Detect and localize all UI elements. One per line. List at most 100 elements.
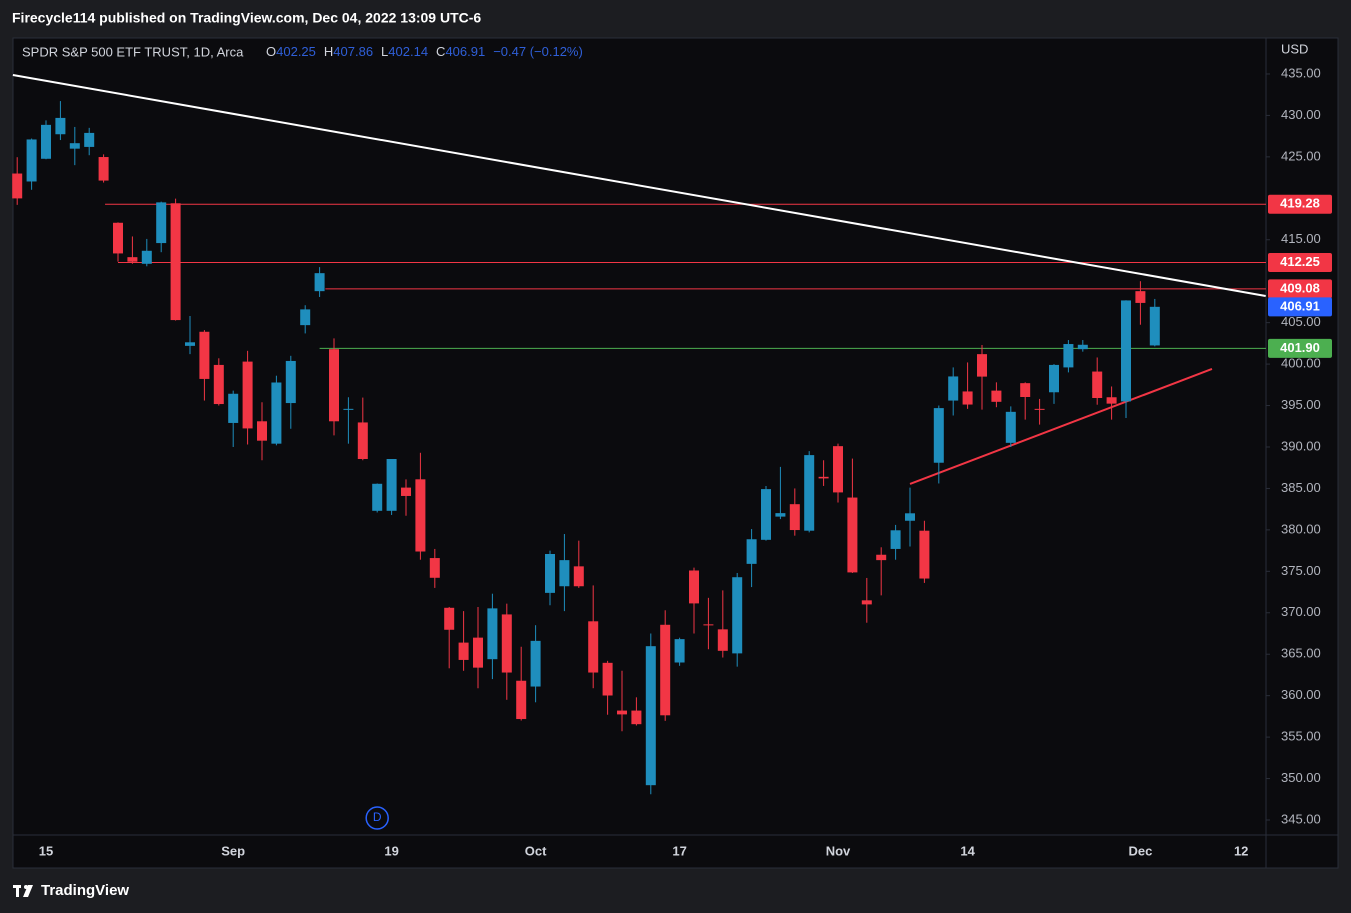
candle-body: [1005, 411, 1016, 443]
candle-body: [127, 257, 138, 262]
y-tick-label: 435.00: [1281, 65, 1321, 80]
legend-key: O: [266, 44, 276, 59]
candle-body: [746, 539, 757, 564]
x-tick-label: 14: [960, 843, 975, 858]
legend-value: 402.14: [388, 44, 428, 59]
candle-body: [933, 408, 944, 463]
candle-body: [1092, 371, 1103, 398]
last-price-label-text: 406.91: [1280, 298, 1320, 313]
trend-line: [909, 368, 1213, 485]
candle-body: [285, 360, 296, 404]
candle-body: [213, 364, 224, 405]
y-tick-label: 415.00: [1281, 231, 1321, 246]
x-tick-label: Sep: [221, 843, 245, 858]
legend-key: H: [324, 44, 333, 59]
candle-body: [242, 361, 253, 429]
price-label: [1268, 194, 1332, 214]
candle-body: [573, 566, 584, 587]
candle-body: [170, 203, 181, 321]
y-tick-label: 365.00: [1281, 646, 1321, 661]
candle-body: [890, 530, 901, 549]
price-label: [1268, 279, 1332, 299]
logo-shape: [23, 885, 33, 897]
price-label-text: 401.90: [1280, 340, 1320, 355]
y-tick-label: 430.00: [1281, 107, 1321, 122]
candle-body: [12, 173, 23, 199]
trend-line: [12, 73, 1266, 297]
candle-body: [775, 513, 786, 517]
candle-body: [429, 558, 440, 578]
logo-shape: [16, 885, 19, 897]
price-label-text: 409.08: [1280, 280, 1320, 295]
dividend-marker: [365, 806, 389, 830]
price-label-text: 419.28: [1280, 196, 1320, 211]
candle-body: [991, 390, 1002, 402]
candle-body: [26, 139, 37, 182]
candle-body: [818, 476, 829, 479]
candle-body: [372, 483, 383, 511]
candle-body: [300, 309, 311, 326]
candle-body: [761, 489, 771, 540]
candle-body: [703, 624, 714, 626]
y-tick-label: 370.00: [1281, 604, 1321, 619]
brand: TradingView: [41, 882, 129, 899]
candle-body: [559, 560, 570, 587]
candle-body: [717, 629, 728, 651]
candle-body: [415, 479, 426, 552]
legend-key: C: [436, 44, 445, 59]
legend-value: 407.86: [333, 44, 373, 59]
ohlc-legend: O402.25 H407.86 L402.14 C406.91 −0.47 (−0.12…: [266, 44, 583, 59]
candle-body: [1135, 291, 1146, 303]
candle-body: [41, 124, 51, 159]
price-label: [1268, 338, 1332, 358]
chart-panel: [12, 37, 1339, 869]
candle-body: [199, 331, 210, 379]
candle-body: [401, 487, 411, 496]
x-tick-label: 17: [672, 843, 686, 858]
candle-body: [660, 624, 671, 716]
candle-body: [257, 421, 267, 441]
candle-body: [473, 637, 483, 668]
y-tick-label: 405.00: [1281, 314, 1321, 329]
candle-body: [861, 600, 872, 605]
candle-body: [545, 553, 555, 593]
x-tick-label: Oct: [525, 843, 547, 858]
candle-body: [1149, 306, 1160, 346]
candle-body: [228, 393, 239, 423]
x-tick-label: Nov: [826, 843, 851, 858]
candle-body: [948, 376, 959, 401]
candle-body: [631, 710, 642, 725]
price-label-text: 412.25: [1280, 254, 1320, 269]
candle-body: [69, 143, 80, 149]
publish-info: Firecycle114 published on TradingView.co…: [12, 10, 481, 26]
candle-body: [962, 391, 973, 405]
candle-body: [271, 382, 282, 444]
candle-body: [919, 530, 930, 579]
candle-body: [314, 273, 325, 292]
candle-body: [458, 642, 469, 660]
y-tick-label: 350.00: [1281, 770, 1321, 785]
candle-body: [516, 680, 527, 720]
x-tick-label: Dec: [1128, 843, 1152, 858]
candle-body: [329, 349, 339, 422]
candle-body: [977, 354, 987, 377]
candle-body: [343, 408, 354, 410]
y-tick-label: 400.00: [1281, 356, 1321, 371]
candle-body: [1034, 408, 1045, 410]
candle-body: [588, 621, 599, 673]
symbol-title: SPDR S&P 500 ETF TRUST, 1D, Arca: [22, 44, 244, 59]
legend-value: 402.25: [276, 44, 316, 59]
candle-body: [444, 607, 455, 630]
x-tick-label: 15: [39, 843, 53, 858]
candle-body: [732, 577, 743, 654]
candle-body: [487, 608, 498, 660]
plot-area: [12, 73, 1266, 795]
candle-body: [1063, 344, 1074, 368]
candle-body: [113, 222, 123, 254]
x-tick-label: 12: [1234, 843, 1248, 858]
tv-logo: [13, 885, 33, 897]
y-tick-label: 380.00: [1281, 521, 1321, 536]
candle-body: [501, 614, 512, 673]
